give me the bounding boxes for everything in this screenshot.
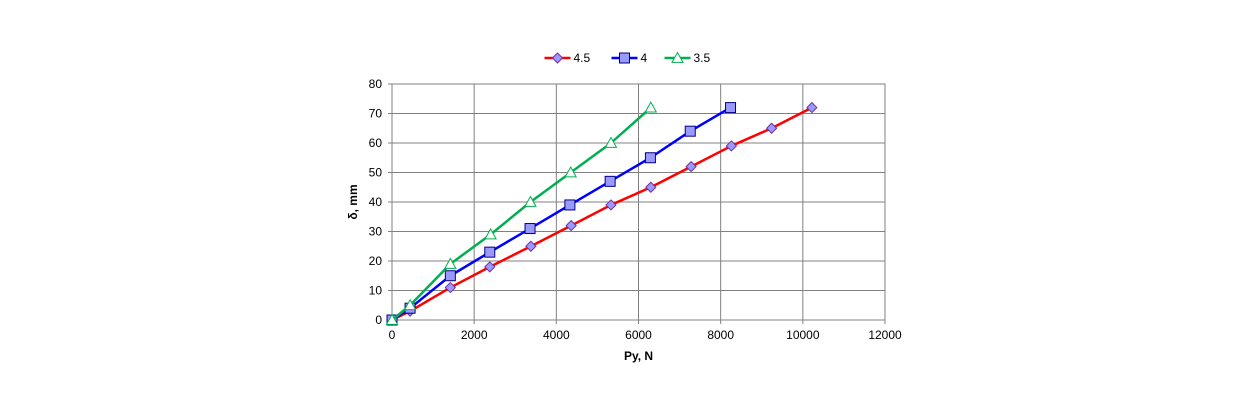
data-point [484,227,497,240]
y-tick-label: 30 [369,225,383,239]
x-tick-label: 12000 [868,328,902,342]
data-point [605,199,617,211]
data-point [484,246,496,258]
legend-label: 4 [641,51,648,65]
series-layer [385,101,818,326]
data-point [604,136,618,148]
y-tick-label: 10 [369,284,383,298]
data-point [564,199,576,211]
legend-label: 3.5 [694,51,711,65]
series-3-5 [385,101,658,325]
legend-entry-3-5: 3.5 [664,51,711,65]
chart-legend: 4.5 4 3.5 [544,51,711,65]
data-point [444,270,456,282]
data-point [725,102,737,114]
data-point [725,140,738,152]
series-line [391,106,813,322]
series-line [391,106,732,322]
x-axis-title: Py, N [624,349,653,363]
y-tick-label: 40 [369,195,383,209]
series-4-5 [386,101,818,326]
data-point [644,101,658,113]
series-line [391,106,652,321]
y-tick-label: 20 [369,254,383,268]
x-tick-label: 0 [389,328,396,342]
x-tick-label: 4000 [543,328,570,342]
x-tick-label: 10000 [786,328,820,342]
series-4 [386,102,737,326]
y-axis-title: δ, mm [346,184,360,219]
legend-entry-4: 4 [611,51,648,65]
legend-label: 4.5 [574,51,591,65]
axis-ticks: 0 2000 4000 6000 8000 10000 12000 0 10 20 30 40 50 60… [369,77,902,342]
data-point [444,281,457,294]
legend-marker [619,52,630,64]
data-point [524,223,536,235]
data-point [403,298,417,311]
data-point [806,101,818,114]
data-point [685,160,697,173]
y-tick-label: 80 [369,77,383,91]
data-point [765,122,778,134]
y-tick-label: 70 [369,107,383,121]
data-point [565,219,577,232]
y-tick-label: 0 [375,313,382,327]
data-point [684,125,696,137]
legend-entry-4-5: 4.5 [544,51,591,65]
y-tick-label: 60 [369,136,383,150]
data-point [604,175,616,187]
data-point [645,181,657,193]
data-point [564,165,578,178]
data-point [525,240,537,252]
legend-marker [551,52,564,64]
data-point [644,152,656,164]
y-tick-label: 50 [369,166,383,180]
data-point [484,261,496,273]
data-point [443,257,457,269]
legend-marker [671,51,684,63]
data-point [385,313,399,325]
x-tick-label: 2000 [461,328,488,342]
x-tick-label: 8000 [707,328,734,342]
data-point [524,195,537,207]
x-tick-label: 6000 [625,328,652,342]
